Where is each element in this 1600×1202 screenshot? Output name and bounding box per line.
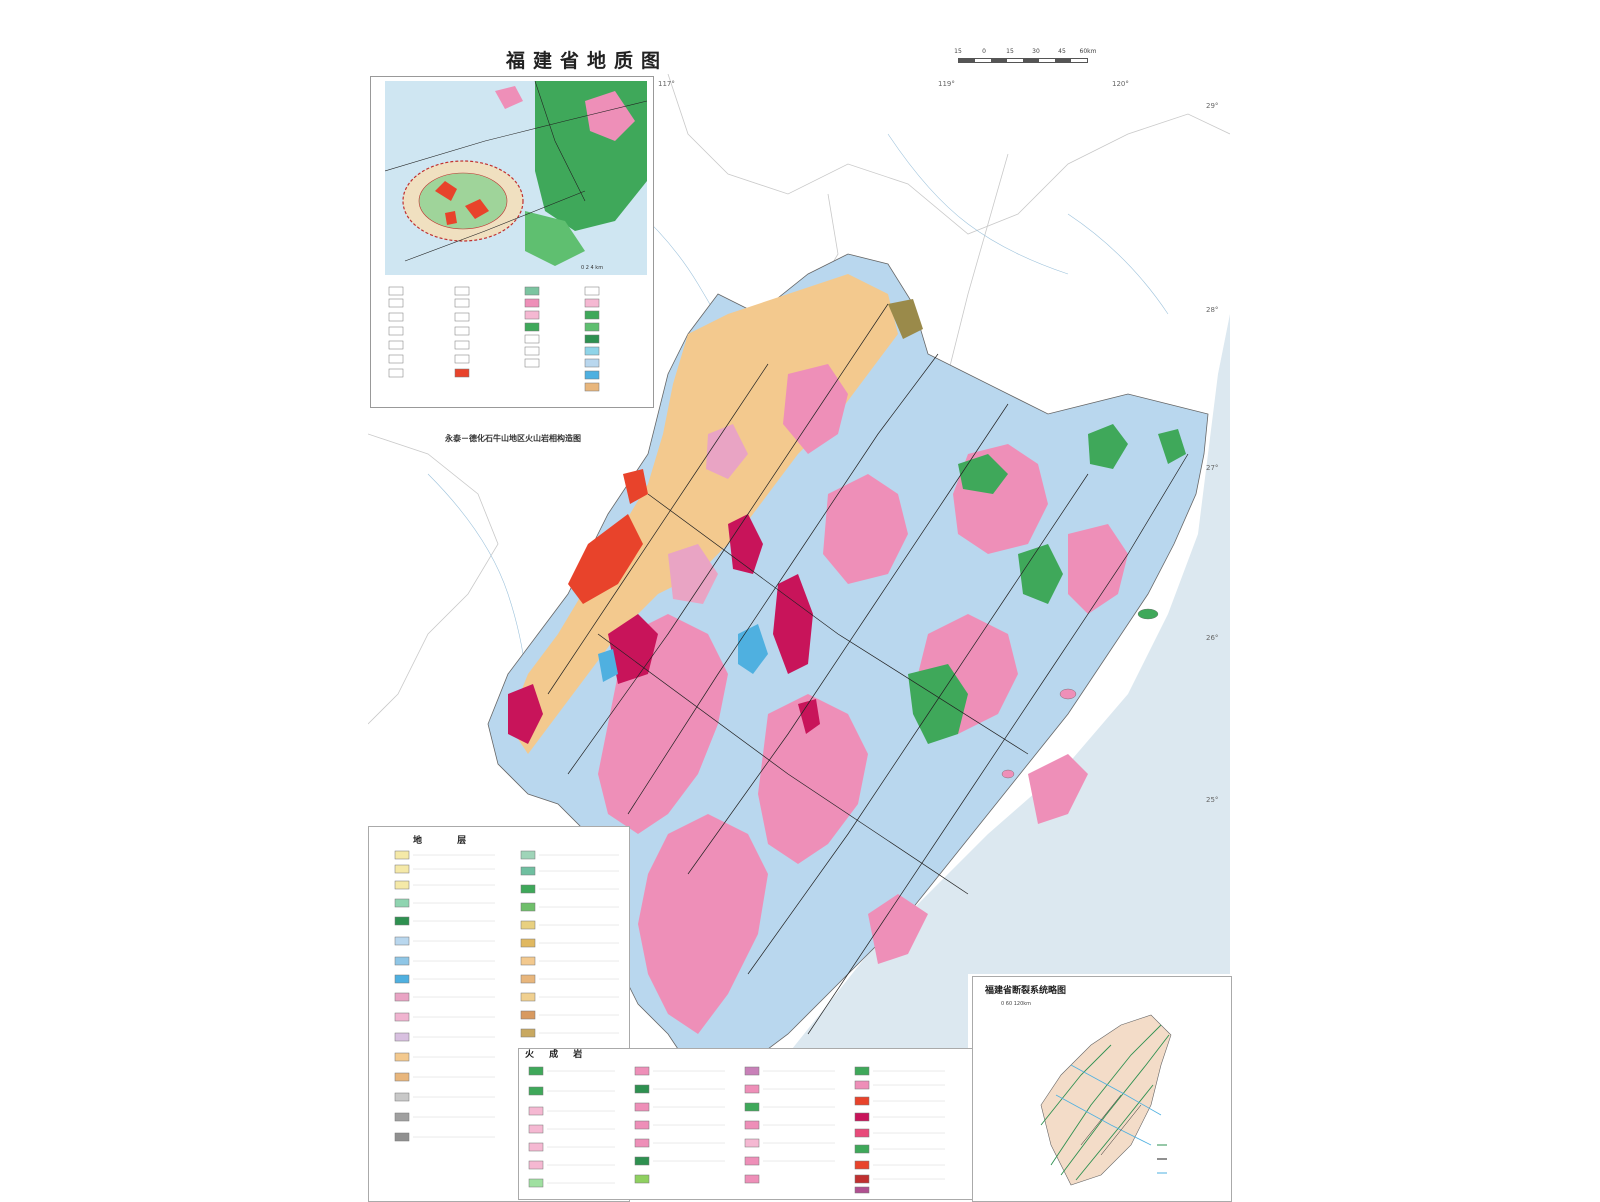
igneous-legend: 火 成 岩 (518, 1048, 1000, 1200)
inset-caption: 永泰－德化石牛山地区火山岩相构造图 (445, 434, 581, 443)
volcanic-facies-inset: 0 2 4 km (370, 76, 654, 443)
inset-scale: 0 2 4 km (581, 265, 603, 271)
inset-map: 0 2 4 km (385, 81, 647, 275)
scale-label: 0 (982, 48, 986, 55)
longitude-label: 119° (938, 80, 955, 88)
strata-legend-swatches (394, 850, 619, 1142)
scale-bar-graphic (958, 58, 1088, 63)
scale-bar: 15 0 15 30 45 60km (954, 48, 1138, 74)
strata-legend-heading: 地 层 (413, 836, 483, 846)
igneous-legend-heading: 火 成 岩 (525, 1050, 589, 1060)
fault-inset-title: 福建省断裂系统略图 (985, 986, 1067, 996)
longitude-label: 117° (658, 80, 675, 88)
scale-label: 60km (1079, 48, 1097, 55)
latitude-label: 27° (1206, 464, 1218, 472)
latitude-label: 26° (1206, 634, 1218, 642)
inset-legend (388, 286, 600, 392)
fujian-geology (487, 253, 1209, 1075)
map-title: 福建省地质图 (506, 50, 669, 72)
fault-inset-map: 0 60 120km (1001, 1001, 1172, 1186)
latitude-label: 28° (1206, 306, 1218, 314)
longitude-label: 120° (1112, 80, 1129, 88)
scale-label: 15 (954, 48, 962, 55)
latitude-label: 25° (1206, 796, 1218, 804)
fault-inset-scale: 0 60 120km (1001, 1001, 1031, 1007)
fault-system-inset: 福建省断裂系统略图 0 60 120km (972, 976, 1232, 1202)
scale-label: 15 (1006, 48, 1014, 55)
scale-label: 30 (1032, 48, 1040, 55)
scale-label: 45 (1058, 48, 1066, 55)
latitude-label: 29° (1206, 102, 1218, 110)
igneous-legend-swatches (528, 1066, 945, 1194)
sea-area (668, 194, 1230, 1200)
geologic-map-sheet: 福建省地质图 15 0 15 30 45 60km (368, 40, 1232, 1202)
